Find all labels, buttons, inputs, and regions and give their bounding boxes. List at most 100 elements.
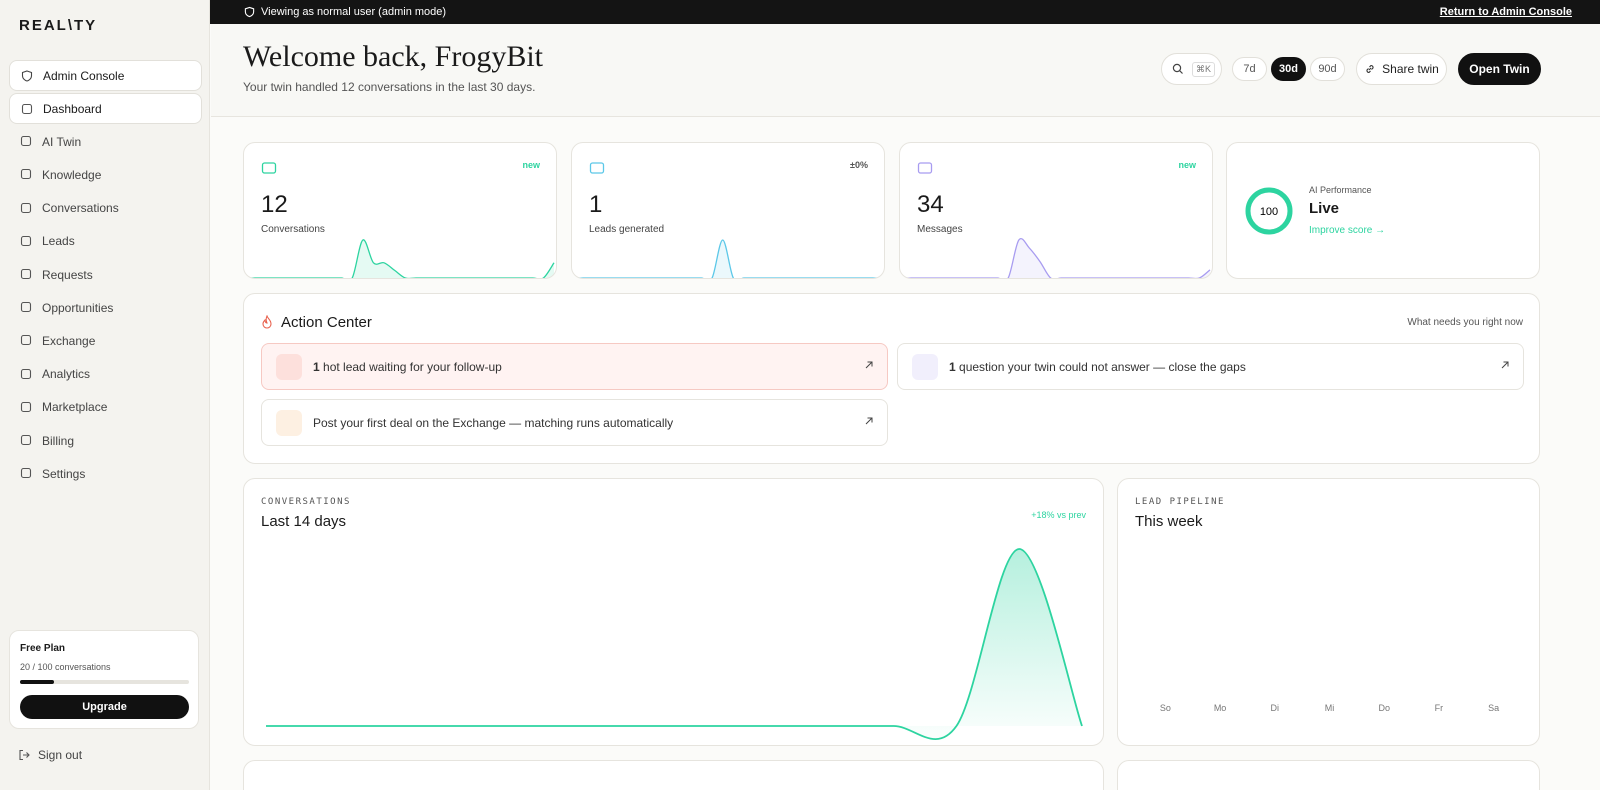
action-item[interactable]: Post your first deal on the Exchange — m… (261, 399, 888, 446)
icon (19, 749, 30, 761)
sparkline (246, 239, 555, 278)
icon (20, 368, 32, 379)
logo[interactable]: REAL\TY (19, 17, 98, 34)
x-tick-label: Mi (1325, 703, 1335, 713)
nav-item[interactable]: Dashboard (9, 93, 202, 124)
range-option[interactable]: 7d (1232, 57, 1267, 81)
shortcut: ⌘K (1192, 61, 1216, 77)
icon-shape (20, 468, 32, 479)
nav-item[interactable]: Analytics (9, 359, 202, 390)
nav-item[interactable]: Knowledge (9, 159, 202, 190)
eyebrow: CONVERSATIONS (261, 497, 351, 507)
label: Marketplace (42, 400, 108, 415)
icon (20, 169, 32, 180)
label: Sign out (38, 748, 83, 762)
improve-link[interactable]: Improve score → (1309, 225, 1386, 236)
icon (20, 302, 32, 313)
icon (276, 410, 302, 436)
count: 1 (949, 359, 956, 374)
badge: new (522, 160, 540, 170)
icon-shape (261, 162, 277, 174)
area (266, 549, 1082, 740)
icon (20, 468, 32, 479)
label: Knowledge (42, 167, 102, 182)
open-twin-button[interactable]: Open Twin (1458, 53, 1541, 85)
action-item[interactable]: 1 hot lead waiting for your follow-up (261, 343, 888, 390)
icon (21, 103, 33, 115)
perf-status: Live (1309, 200, 1340, 217)
action-item[interactable]: 1 question your twin could not answer — … (897, 343, 1524, 390)
arrow (865, 417, 873, 425)
usage-track (20, 680, 189, 684)
badge: ±0% (850, 160, 868, 170)
share-button[interactable]: Share twin (1356, 53, 1447, 85)
nav-item[interactable]: Requests (9, 259, 202, 290)
x-tick-label: Do (1378, 703, 1390, 713)
sign-out[interactable]: Sign out (18, 748, 82, 762)
count: 1 (313, 359, 320, 374)
nav-item[interactable]: Marketplace (9, 392, 202, 423)
icon-shape (20, 401, 32, 412)
section-title: Action Center (281, 314, 372, 331)
section-hint: What needs you right now (1407, 317, 1523, 328)
nav-item[interactable]: Conversations (9, 193, 202, 224)
icon (244, 6, 255, 18)
text: Post your first deal on the Exchange — m… (313, 415, 674, 430)
page-title: Welcome back, FrogyBit (243, 40, 544, 73)
label: Requests (42, 267, 93, 282)
lead-pipeline-card: LEAD PIPELINE This week So Mo Di Mi Do Fr Sa (1117, 478, 1540, 746)
nav-item[interactable]: Billing (9, 425, 202, 456)
search-button[interactable]: ⌘K (1161, 53, 1222, 85)
sparkline (902, 238, 1211, 278)
badge: new (1178, 160, 1196, 170)
performance-card: 100 AI Performance Live Improve score → (1226, 142, 1540, 279)
stat-label: Messages (917, 224, 963, 235)
x-tick-label: Fr (1435, 703, 1444, 713)
sparkline-line (902, 238, 1211, 278)
icon-shape (20, 368, 32, 379)
sparkline (574, 239, 882, 278)
chart-title: Last 14 days (261, 513, 347, 530)
upgrade-button[interactable]: Upgrade (20, 695, 189, 719)
range-option[interactable]: 90d (1310, 57, 1345, 81)
nav-item[interactable]: Settings (9, 458, 202, 489)
icon-shape (20, 302, 32, 313)
perf-title: AI Performance (1309, 185, 1372, 195)
icon-shape (20, 136, 32, 147)
icon (1366, 64, 1374, 74)
label: AI Twin (42, 134, 82, 149)
change: +18% vs prev (1031, 510, 1086, 520)
icon (589, 162, 605, 174)
icon (262, 315, 272, 329)
icon-shape (20, 434, 32, 446)
nav-item[interactable]: Leads (9, 226, 202, 257)
icon (20, 434, 32, 446)
label: Admin Console (43, 68, 125, 83)
action-center: Action Center What needs you right now 1… (243, 293, 1540, 464)
label: Analytics (42, 367, 91, 382)
nav-item[interactable]: AI Twin (9, 126, 202, 157)
card (243, 760, 1104, 790)
header: Welcome back, FrogyBit Your twin handled… (211, 24, 1600, 117)
arrow (865, 361, 873, 369)
chart-title: This week (1135, 513, 1203, 530)
icon-shape (20, 235, 32, 246)
icon (917, 162, 933, 174)
arrow (1501, 361, 1509, 369)
return-link[interactable]: Return to Admin Console (1439, 6, 1572, 18)
x-tick-label: Mo (1214, 703, 1227, 713)
label: Settings (42, 466, 86, 481)
card (1117, 760, 1540, 790)
icon (21, 70, 33, 82)
range-option[interactable]: 30d (1271, 57, 1306, 81)
nav-item[interactable]: Exchange (9, 325, 202, 356)
label: Conversations (42, 201, 119, 216)
icon (20, 335, 32, 346)
nav-item[interactable]: Opportunities (9, 292, 202, 323)
subtitle: Your twin handled 12 conversations in th… (243, 80, 536, 94)
admin-console-link[interactable]: Admin Console (9, 60, 202, 91)
icon-shape (20, 268, 32, 280)
plan-name: Free Plan (20, 643, 66, 654)
